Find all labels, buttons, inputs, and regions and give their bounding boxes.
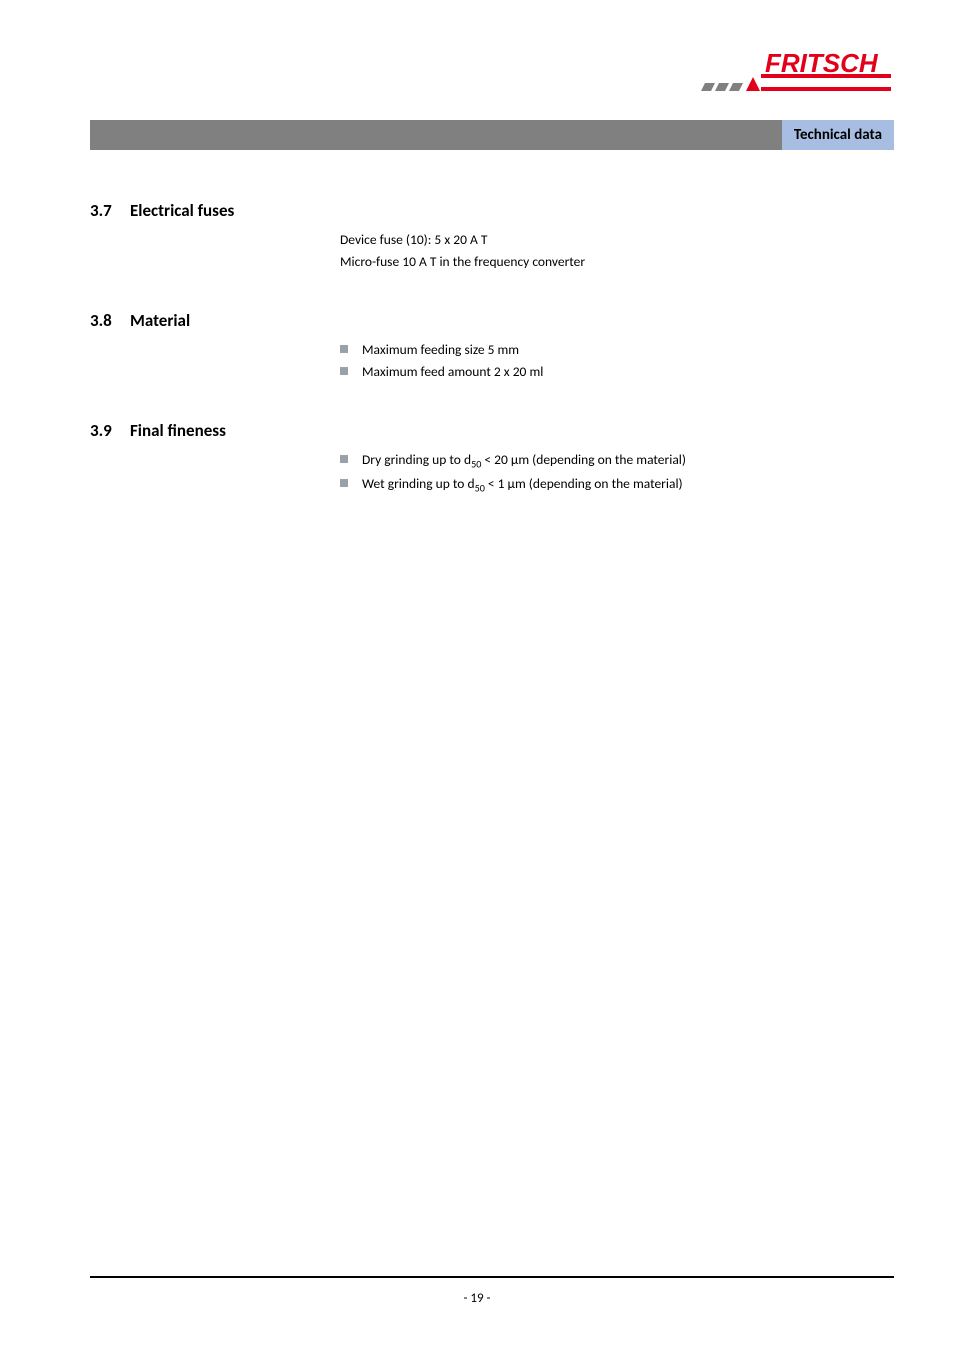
page-number: - 19 - <box>0 1291 954 1306</box>
section-body: Maximum feeding size 5 mm Maximum feed a… <box>340 339 894 382</box>
text-post: < 1 μm (depending on the material) <box>485 475 683 492</box>
section-title: Final fineness <box>130 420 226 441</box>
text-line: Micro-fuse 10 A T in the frequency conve… <box>340 251 894 273</box>
footer-rule <box>90 1276 894 1278</box>
list-item: Dry grinding up to d50 < 20 μm (dependin… <box>340 449 894 473</box>
subscript: 50 <box>471 458 481 471</box>
section-title: Material <box>130 310 190 331</box>
page: FRITSCH Technical data 3.7 Electrical fu… <box>0 0 954 1350</box>
header-bar: Technical data <box>90 120 894 150</box>
section-body: Device fuse (10): 5 x 20 A T Micro-fuse … <box>340 229 894 272</box>
text-pre: Dry grinding up to d <box>362 451 471 468</box>
section-number: 3.7 <box>90 200 130 221</box>
section-electrical-fuses: 3.7 Electrical fuses Device fuse (10): 5… <box>90 200 894 272</box>
fritsch-logo: FRITSCH <box>699 50 894 98</box>
list-item: Maximum feed amount 2 x 20 ml <box>340 361 894 383</box>
section-material: 3.8 Material Maximum feeding size 5 mm M… <box>90 310 894 382</box>
header-title: Technical data <box>782 120 894 150</box>
section-number: 3.9 <box>90 420 130 441</box>
svg-text:FRITSCH: FRITSCH <box>765 50 879 78</box>
content: 3.7 Electrical fuses Device fuse (10): 5… <box>90 200 894 535</box>
text-post: < 20 μm (depending on the material) <box>481 451 686 468</box>
section-body: Dry grinding up to d50 < 20 μm (dependin… <box>340 449 894 497</box>
list-item: Wet grinding up to d50 < 1 μm (depending… <box>340 473 894 497</box>
list-item: Maximum feeding size 5 mm <box>340 339 894 361</box>
section-number: 3.8 <box>90 310 130 331</box>
section-final-fineness: 3.9 Final fineness Dry grinding up to d5… <box>90 420 894 497</box>
text-pre: Wet grinding up to d <box>362 475 475 492</box>
text-line: Device fuse (10): 5 x 20 A T <box>340 229 894 251</box>
subscript: 50 <box>475 482 485 495</box>
section-title: Electrical fuses <box>130 200 234 221</box>
